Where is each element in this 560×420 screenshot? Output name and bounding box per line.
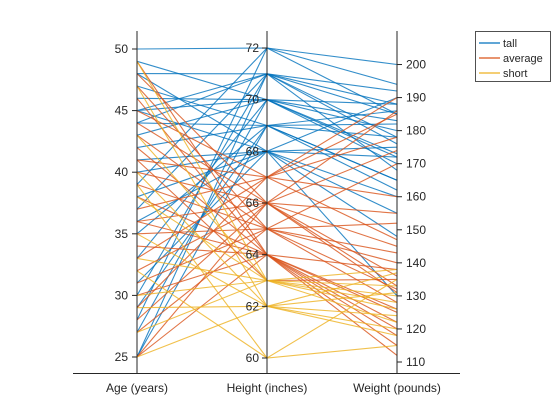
legend: tall average short (475, 31, 551, 82)
tick-label: 160 (406, 190, 426, 204)
tick-label: 130 (406, 289, 426, 303)
tick-label: 170 (406, 157, 426, 171)
tick-label: 150 (406, 223, 426, 237)
tick-label: 62 (246, 299, 260, 313)
tick-label: 45 (115, 104, 129, 118)
tick-label: 30 (115, 288, 129, 302)
tick-label: 70 (246, 93, 260, 107)
tick-label: 25 (115, 350, 129, 364)
tick-label: 190 (406, 91, 426, 105)
tick-label: 60 (246, 351, 260, 365)
tick-label: 120 (406, 322, 426, 336)
tick-label: 72 (246, 41, 260, 55)
legend-label-short: short (503, 68, 527, 80)
axis-label-2: Weight (pounds) (353, 381, 441, 395)
legend-label-tall: tall (503, 38, 517, 50)
tick-label: 50 (115, 42, 129, 56)
tick-label: 35 (115, 227, 129, 241)
legend-label-average: average (503, 53, 543, 65)
tick-label: 110 (406, 355, 425, 369)
tick-label: 64 (246, 248, 260, 262)
axis-label-1: Height (inches) (227, 381, 308, 395)
axis-label-0: Age (years) (106, 381, 168, 395)
tick-label: 140 (406, 256, 426, 270)
tick-label: 200 (406, 58, 426, 72)
tick-label: 66 (246, 196, 260, 210)
tick-label: 180 (406, 124, 426, 138)
axes: 25 30 35 40 45 50 Age (years) 60 62 64 66 68 70 72 Hei… (73, 31, 460, 395)
tick-label: 40 (115, 165, 129, 179)
tick-label: 68 (246, 144, 260, 158)
